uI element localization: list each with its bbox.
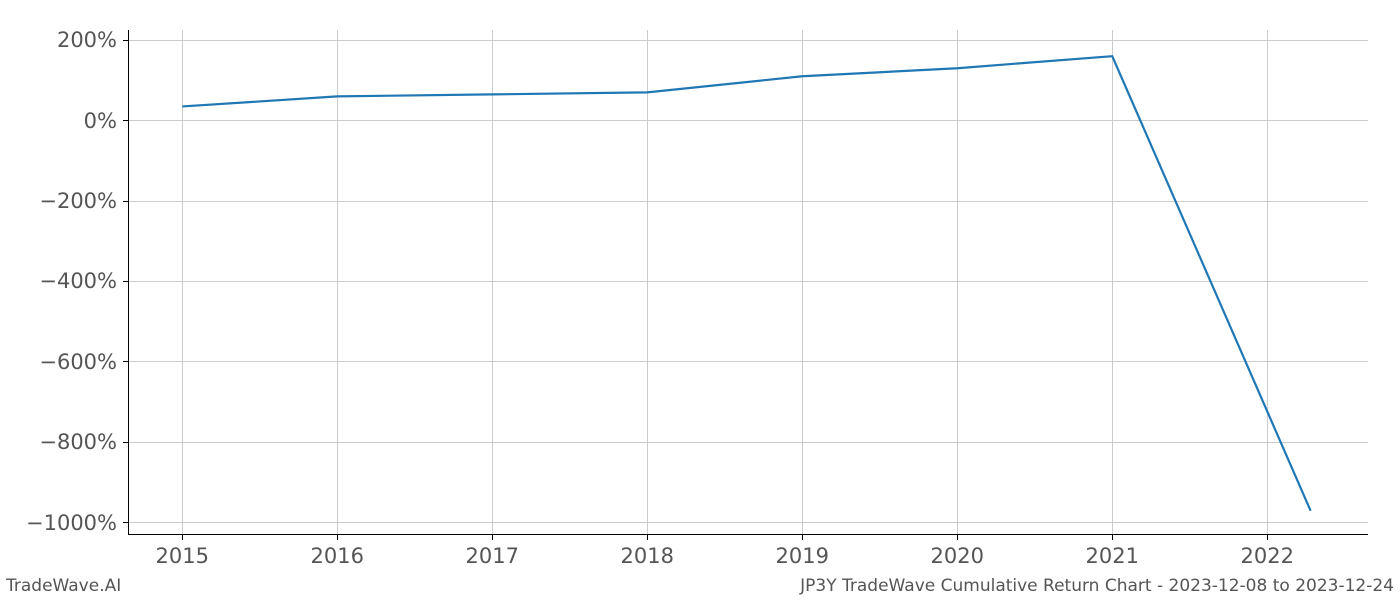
y-tick-mark xyxy=(123,201,128,202)
x-tick-label: 2016 xyxy=(311,544,364,568)
x-tick-mark xyxy=(182,535,183,540)
x-tick-label: 2022 xyxy=(1241,544,1294,568)
y-tick-label: −400% xyxy=(39,269,117,293)
y-tick-mark xyxy=(123,281,128,282)
y-tick-label: −1000% xyxy=(26,511,117,535)
line-series xyxy=(128,30,1368,535)
x-tick-mark xyxy=(337,535,338,540)
x-tick-mark xyxy=(1112,535,1113,540)
x-tick-label: 2015 xyxy=(156,544,209,568)
x-tick-mark xyxy=(1267,535,1268,540)
x-tick-label: 2017 xyxy=(466,544,519,568)
y-tick-mark xyxy=(123,361,128,362)
y-tick-mark xyxy=(123,442,128,443)
footer-right-label: JP3Y TradeWave Cumulative Return Chart -… xyxy=(800,576,1394,596)
chart-figure: 2015 2016 2017 2018 2019 2020 2021 2022 −1000% −… xyxy=(0,0,1400,600)
x-tick-label: 2020 xyxy=(931,544,984,568)
y-tick-label: −800% xyxy=(39,430,117,454)
x-tick-mark xyxy=(492,535,493,540)
footer-left-label: TradeWave.AI xyxy=(6,576,121,596)
axis-spine-bottom xyxy=(128,534,1368,535)
x-tick-mark xyxy=(802,535,803,540)
x-tick-mark xyxy=(957,535,958,540)
x-tick-label: 2019 xyxy=(776,544,829,568)
x-tick-label: 2018 xyxy=(621,544,674,568)
x-tick-mark xyxy=(647,535,648,540)
y-tick-mark xyxy=(123,120,128,121)
x-tick-label: 2021 xyxy=(1086,544,1139,568)
y-tick-mark xyxy=(123,40,128,41)
cumulative-return-line xyxy=(182,56,1310,511)
y-tick-label: 0% xyxy=(84,109,117,133)
axis-spine-left xyxy=(128,30,129,535)
y-tick-label: 200% xyxy=(57,28,117,52)
y-tick-label: −200% xyxy=(39,189,117,213)
y-tick-mark xyxy=(123,522,128,523)
plot-area xyxy=(128,30,1368,535)
y-tick-label: −600% xyxy=(39,350,117,374)
